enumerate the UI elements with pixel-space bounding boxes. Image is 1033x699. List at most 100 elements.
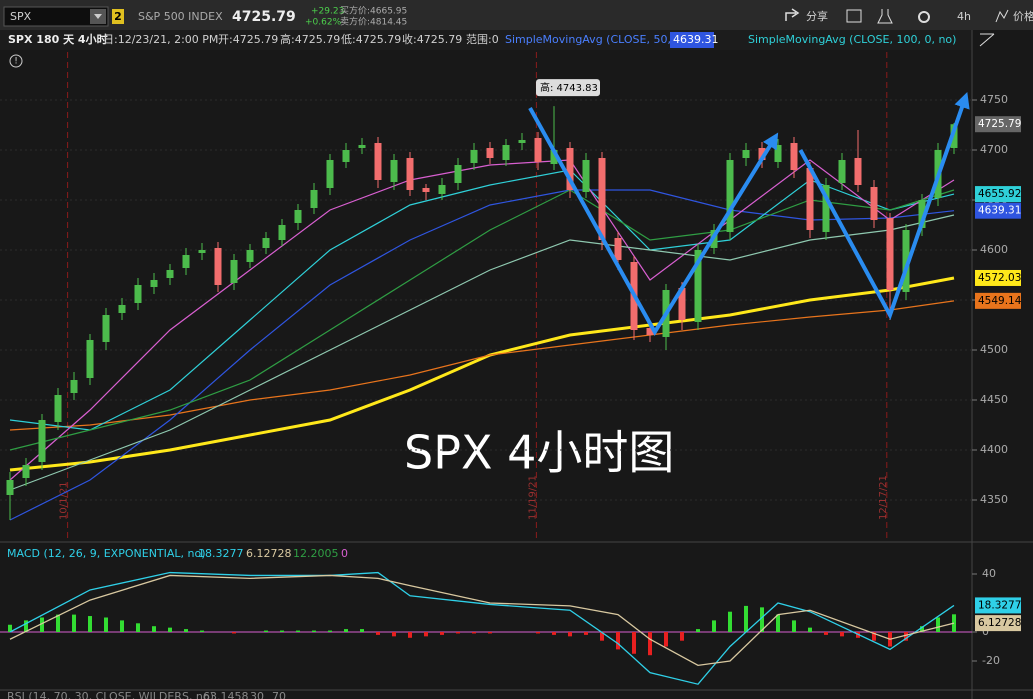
moving-average (9, 214, 955, 491)
histogram-bar (424, 632, 428, 637)
high-annotation: 高: 4743.83 (540, 81, 598, 94)
histogram-bar (648, 632, 652, 656)
histogram-bar (184, 629, 188, 632)
ask: 卖方价:4814.45 (340, 16, 407, 28)
candle-body (422, 188, 430, 192)
price-tag-label: 4549.14 (978, 295, 1022, 307)
histogram-bar (552, 632, 556, 635)
share[interactable]: 分享 (806, 9, 828, 23)
date-label: 10/1/21 (59, 481, 70, 520)
candle-body (854, 158, 862, 185)
plot-area: 43504400445045004550460046504700475010/1… (0, 52, 1022, 685)
histogram-bar (8, 624, 12, 632)
link-badge[interactable] (112, 9, 124, 24)
histogram-bar (632, 632, 636, 654)
trendline (528, 107, 779, 336)
histogram-bar (904, 632, 908, 641)
candle-body (646, 328, 654, 335)
candle-body (678, 288, 686, 320)
candle-body (294, 210, 302, 223)
rsi-level: 30 (250, 690, 264, 699)
histogram-bar (760, 607, 764, 632)
timeframe[interactable]: 4h (957, 10, 971, 23)
candle-body (214, 248, 222, 285)
rsi-study: RSI (14, 70, 30, CLOSE, WILDERS, no) (7, 690, 214, 699)
sma50-value: 4639.31 (673, 33, 719, 46)
histogram-bar (808, 627, 812, 632)
y-tick-label: 4450 (980, 393, 1008, 406)
candle-body (374, 143, 382, 180)
histogram-bar (312, 630, 316, 632)
candle-body (598, 158, 606, 240)
macd-line (9, 571, 955, 685)
candle-body (342, 150, 350, 162)
histogram-bar (664, 632, 668, 647)
histogram-bar (152, 626, 156, 632)
histogram-bar (232, 632, 236, 634)
candle-body (742, 150, 750, 158)
price-icon[interactable] (995, 9, 1009, 23)
histogram-bar (488, 632, 492, 634)
candle-body (726, 160, 734, 232)
bar-open: 开:4725.79 (218, 33, 278, 46)
histogram-bar (440, 632, 444, 635)
value-tag (975, 597, 1021, 614)
bar-close: 收:4725.79 (402, 32, 462, 46)
price-tag (975, 202, 1021, 219)
candle-body (22, 465, 30, 478)
histogram-bar (408, 632, 412, 638)
candle-body (774, 145, 782, 162)
histogram-bar (872, 632, 876, 641)
sma100-label: SimpleMovingAvg (CLOSE, 100, 0, no) (748, 33, 956, 46)
histogram-bar (728, 611, 732, 632)
price-tag (975, 292, 1021, 309)
histogram-bar (776, 614, 780, 632)
histogram-bar (264, 630, 268, 632)
y-tick-label: 4700 (980, 143, 1008, 156)
histogram-bar (600, 632, 604, 641)
candle-body (326, 160, 334, 188)
candle-body (790, 143, 798, 170)
histogram-bar (680, 632, 684, 641)
candle-body (534, 138, 542, 162)
y-tick-label: 0 (982, 625, 989, 638)
histogram-bar (584, 632, 588, 635)
price-tag-label: 4725.79 (978, 118, 1021, 130)
candle-body (486, 148, 494, 158)
candle-body (502, 145, 510, 160)
moving-average (9, 159, 955, 481)
histogram-bar (40, 617, 44, 632)
settings-icon[interactable] (918, 11, 930, 23)
info-icon[interactable] (9, 54, 23, 68)
y-tick-label: 4600 (980, 243, 1008, 256)
candle-body (550, 150, 558, 164)
candle-body (566, 148, 574, 190)
chart-title: SPX 180 天 4小时 (8, 32, 108, 46)
draw-icon[interactable] (979, 33, 995, 47)
histogram-bar (696, 629, 700, 632)
link-number: 2 (114, 10, 122, 23)
date-label: 11/19/21 (527, 475, 538, 520)
studies-icon[interactable] (877, 9, 893, 24)
symbol[interactable]: SPX (10, 10, 32, 23)
candle-body (278, 225, 286, 240)
candle-body (470, 150, 478, 163)
histogram-bar (120, 620, 124, 632)
histogram-bar (456, 632, 460, 634)
price-tag-label: 4572.03 (978, 272, 1021, 284)
histogram-bar (360, 629, 364, 632)
dropdown-arrow (94, 14, 102, 19)
candle-body (150, 280, 158, 287)
price-menu[interactable]: 价格 (1013, 9, 1033, 23)
layout-icon[interactable] (846, 9, 862, 23)
histogram-bar (568, 632, 572, 637)
histogram-bar (296, 630, 300, 632)
annotation-box (536, 79, 600, 97)
rsi-value: 63.1458 (203, 690, 249, 699)
price-tag (975, 116, 1021, 133)
moving-average (9, 300, 955, 431)
share-icon[interactable] (785, 8, 800, 21)
price-tag (975, 186, 1021, 203)
candle-body (182, 255, 190, 268)
symbol-input[interactable] (3, 6, 109, 27)
